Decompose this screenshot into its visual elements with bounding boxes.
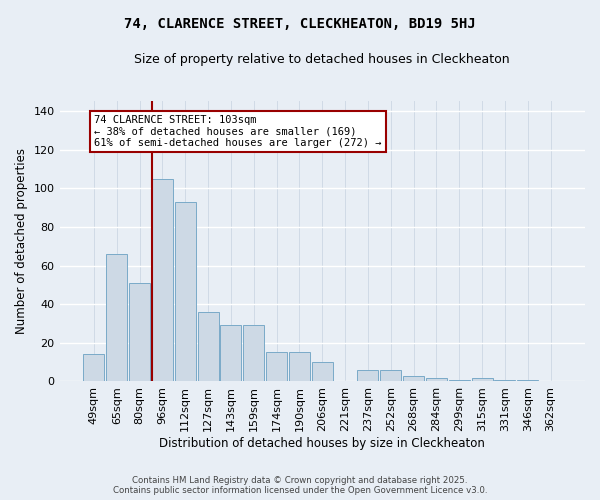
Text: 74 CLARENCE STREET: 103sqm
← 38% of detached houses are smaller (169)
61% of sem: 74 CLARENCE STREET: 103sqm ← 38% of deta… bbox=[94, 115, 382, 148]
Text: 74, CLARENCE STREET, CLECKHEATON, BD19 5HJ: 74, CLARENCE STREET, CLECKHEATON, BD19 5… bbox=[124, 18, 476, 32]
Bar bbox=[312, 362, 333, 382]
Bar bbox=[197, 312, 218, 382]
Bar bbox=[358, 370, 379, 382]
Y-axis label: Number of detached properties: Number of detached properties bbox=[15, 148, 28, 334]
Bar bbox=[106, 254, 127, 382]
Bar bbox=[380, 370, 401, 382]
Bar bbox=[426, 378, 447, 382]
Bar bbox=[83, 354, 104, 382]
Bar bbox=[494, 380, 515, 382]
Bar bbox=[175, 202, 196, 382]
Text: Contains HM Land Registry data © Crown copyright and database right 2025.
Contai: Contains HM Land Registry data © Crown c… bbox=[113, 476, 487, 495]
Bar bbox=[129, 283, 150, 382]
Bar bbox=[517, 380, 538, 382]
Bar bbox=[266, 352, 287, 382]
Bar bbox=[152, 178, 173, 382]
Bar bbox=[220, 326, 241, 382]
Bar bbox=[449, 380, 470, 382]
X-axis label: Distribution of detached houses by size in Cleckheaton: Distribution of detached houses by size … bbox=[160, 437, 485, 450]
Bar bbox=[403, 376, 424, 382]
Bar bbox=[289, 352, 310, 382]
Bar bbox=[472, 378, 493, 382]
Title: Size of property relative to detached houses in Cleckheaton: Size of property relative to detached ho… bbox=[134, 52, 510, 66]
Bar bbox=[243, 326, 264, 382]
